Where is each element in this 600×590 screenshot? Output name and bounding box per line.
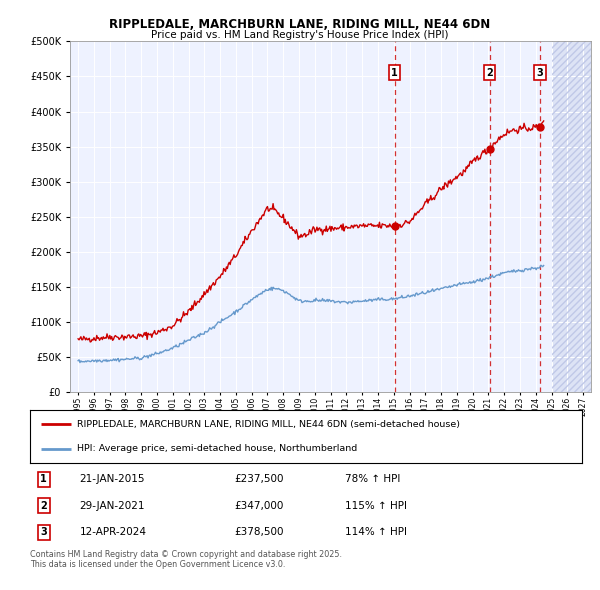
- Text: This data is licensed under the Open Government Licence v3.0.: This data is licensed under the Open Gov…: [30, 560, 286, 569]
- Bar: [551, 41, 591, 392]
- Text: 2: 2: [40, 501, 47, 511]
- Text: £237,500: £237,500: [234, 474, 284, 484]
- Text: Price paid vs. HM Land Registry's House Price Index (HPI): Price paid vs. HM Land Registry's House …: [151, 30, 449, 40]
- Text: 29-JAN-2021: 29-JAN-2021: [80, 501, 145, 511]
- Text: HPI: Average price, semi-detached house, Northumberland: HPI: Average price, semi-detached house,…: [77, 444, 357, 453]
- Text: RIPPLEDALE, MARCHBURN LANE, RIDING MILL, NE44 6DN (semi-detached house): RIPPLEDALE, MARCHBURN LANE, RIDING MILL,…: [77, 420, 460, 429]
- Text: 78% ↑ HPI: 78% ↑ HPI: [344, 474, 400, 484]
- Text: 115% ↑ HPI: 115% ↑ HPI: [344, 501, 407, 511]
- Text: 12-APR-2024: 12-APR-2024: [80, 527, 146, 537]
- Text: 2: 2: [487, 68, 493, 78]
- Text: Contains HM Land Registry data © Crown copyright and database right 2025.: Contains HM Land Registry data © Crown c…: [30, 550, 342, 559]
- Bar: [551, 41, 591, 392]
- Text: 1: 1: [40, 474, 47, 484]
- Text: 114% ↑ HPI: 114% ↑ HPI: [344, 527, 407, 537]
- Text: 3: 3: [537, 68, 544, 78]
- Text: 21-JAN-2015: 21-JAN-2015: [80, 474, 145, 484]
- Text: 1: 1: [391, 68, 398, 78]
- Text: £347,000: £347,000: [234, 501, 284, 511]
- Text: 3: 3: [40, 527, 47, 537]
- Text: £378,500: £378,500: [234, 527, 284, 537]
- Text: RIPPLEDALE, MARCHBURN LANE, RIDING MILL, NE44 6DN: RIPPLEDALE, MARCHBURN LANE, RIDING MILL,…: [109, 18, 491, 31]
